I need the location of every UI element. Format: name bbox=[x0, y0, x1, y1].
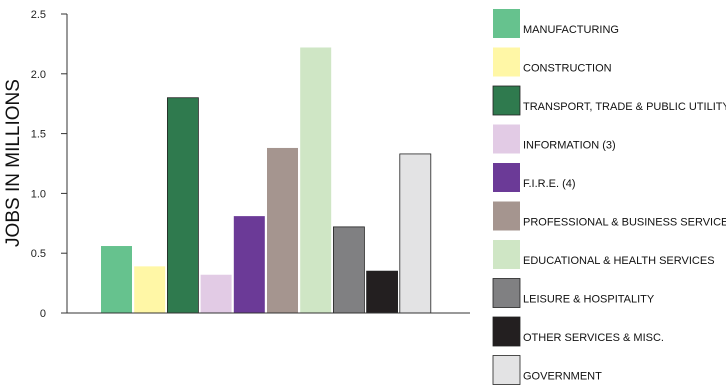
bar-10 bbox=[399, 153, 432, 314]
y-tick-label: 1.5 bbox=[31, 129, 46, 141]
legend-swatch bbox=[492, 355, 521, 385]
y-axis-title: JOBS IN MILLIONS bbox=[3, 79, 24, 247]
bar-8 bbox=[332, 226, 365, 314]
y-axis: 0 0.5 1.0 1.5 2.0 2.5 bbox=[31, 9, 68, 320]
bar-2 bbox=[134, 266, 166, 313]
legend-swatch bbox=[493, 47, 520, 77]
y-tick-label: 1.0 bbox=[31, 188, 46, 200]
legend-label: PROFESSIONAL & BUSINESS SERVICES bbox=[523, 217, 726, 229]
legend-label: OTHER SERVICES & MISC. bbox=[523, 332, 664, 344]
legend-swatch bbox=[492, 85, 521, 116]
bars bbox=[101, 47, 432, 314]
legend-swatch bbox=[493, 240, 520, 269]
y-tick-label: 2.5 bbox=[31, 9, 46, 21]
bar-4 bbox=[200, 274, 232, 313]
legend: MANUFACTURING CONSTRUCTION TRANSPORT, TRAD… bbox=[492, 9, 726, 385]
legend-swatch bbox=[493, 124, 520, 154]
y-tick-label: 0.5 bbox=[31, 248, 46, 260]
bar-5 bbox=[233, 216, 265, 313]
legend-label: GOVERNMENT bbox=[523, 371, 602, 383]
bar-7 bbox=[300, 47, 332, 313]
legend-label: LEISURE & HOSPITALITY bbox=[523, 294, 655, 306]
legend-label: EDUCATIONAL & HEALTH SERVICES bbox=[523, 255, 715, 267]
legend-swatch bbox=[493, 201, 520, 231]
y-tick-label: 0 bbox=[40, 308, 46, 320]
legend-label: F.I.R.E. (4) bbox=[523, 178, 576, 190]
bar-3 bbox=[166, 97, 199, 314]
bar-1 bbox=[101, 246, 132, 313]
legend-label: MANUFACTURING bbox=[523, 24, 619, 36]
legend-swatch bbox=[493, 9, 520, 38]
bar-6 bbox=[267, 147, 298, 313]
y-tick-label: 2.0 bbox=[31, 69, 46, 81]
legend-swatch bbox=[492, 316, 521, 347]
legend-label: TRANSPORT, TRADE & PUBLIC UTILITY bbox=[523, 101, 726, 113]
bar-9 bbox=[366, 270, 399, 314]
legend-label: INFORMATION (3) bbox=[523, 140, 616, 152]
legend-label: CONSTRUCTION bbox=[523, 63, 612, 75]
legend-swatch bbox=[493, 163, 520, 192]
legend-swatch bbox=[492, 278, 521, 308]
